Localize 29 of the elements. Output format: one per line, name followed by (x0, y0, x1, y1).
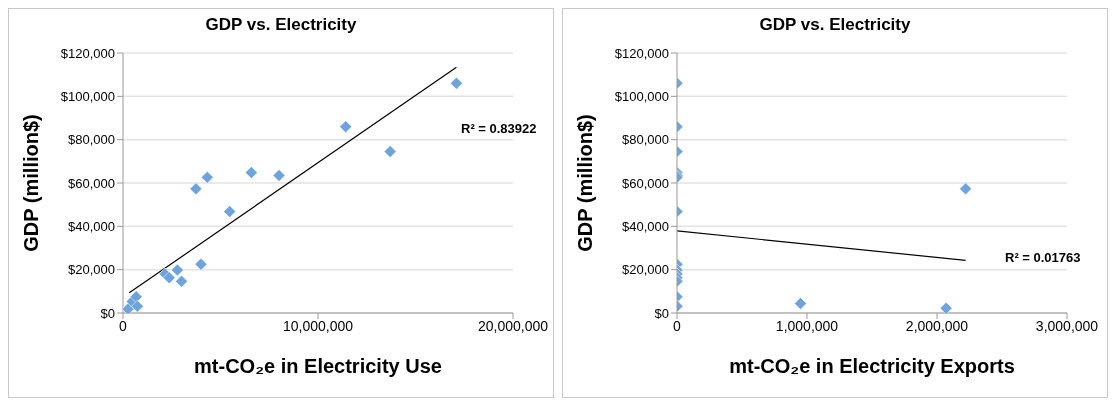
chart-title: GDP vs. Electricity (204, 15, 358, 35)
y-axis-title: GDP (million$) (574, 114, 597, 252)
y-tick-label: $120,000 (614, 45, 669, 61)
x-axis-title: mt-CO₂e in Electricity Exports (729, 355, 1015, 377)
y-axis-title: GDP (million$) (20, 114, 43, 252)
y-tick-label: $80,000 (622, 132, 669, 148)
y-tick-label: $120,000 (60, 45, 115, 61)
annotation: R² = 0.01763 (1005, 250, 1081, 265)
chart-title: GDP vs. Electricity (758, 15, 912, 35)
x-axis-title: mt-CO₂e in Electricity Use (194, 355, 442, 377)
y-tick-label: $60,000 (68, 175, 115, 191)
y-tick-label: $20,000 (68, 262, 115, 278)
y-tick-label: $80,000 (68, 132, 115, 148)
y-tick-label: $20,000 (622, 262, 669, 278)
x-tick-label: 0 (673, 317, 682, 334)
x-tick-label: 1,000,000 (775, 317, 839, 334)
x-tick-label: 0 (119, 317, 128, 334)
x-tick-label: 2,000,000 (905, 317, 969, 334)
y-tick-label: $40,000 (68, 218, 115, 234)
annotation: R² = 0.83922 (461, 121, 537, 136)
y-tick-label: $100,000 (60, 88, 115, 104)
x-tick-label: 3,000,000 (1035, 317, 1099, 334)
y-tick-label: $100,000 (614, 88, 669, 104)
x-tick-label: 10,000,000 (282, 317, 354, 334)
y-tick-label: $0 (100, 305, 115, 321)
x-tick-label: 20,000,000 (477, 317, 549, 334)
y-tick-label: $0 (654, 305, 669, 321)
y-tick-label: $60,000 (622, 175, 669, 191)
y-tick-label: $40,000 (622, 218, 669, 234)
